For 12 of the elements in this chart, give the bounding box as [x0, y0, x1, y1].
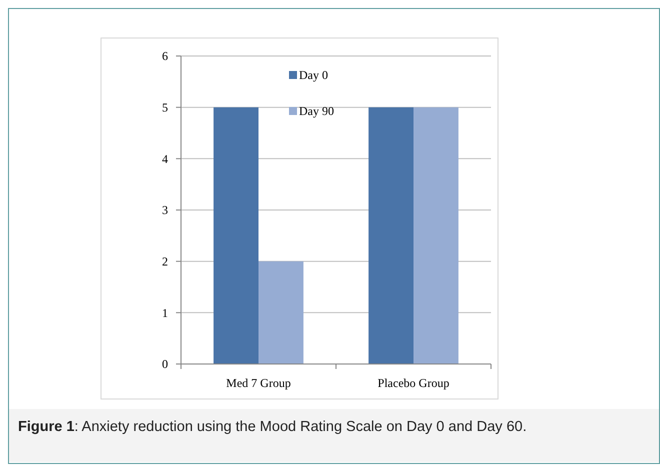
y-tick-label: 6	[162, 49, 168, 64]
y-tick-label: 2	[162, 254, 168, 269]
y-tick-label: 1	[162, 306, 168, 320]
x-tick-label: Placebo Group	[378, 376, 450, 390]
legend-label: Day 90	[299, 104, 334, 118]
caption: Figure 1: Anxiety reduction using the Mood Rating Scale on Day 0 and Day 60.	[9, 409, 659, 462]
y-tick-label: 3	[162, 203, 168, 218]
y-tick-label: 4	[162, 152, 168, 166]
x-tick-label: Med 7 Group	[226, 376, 291, 390]
y-tick-label: 0	[162, 357, 168, 372]
y-tick-label: 5	[162, 100, 168, 115]
legend-label: Day 0	[299, 68, 328, 82]
